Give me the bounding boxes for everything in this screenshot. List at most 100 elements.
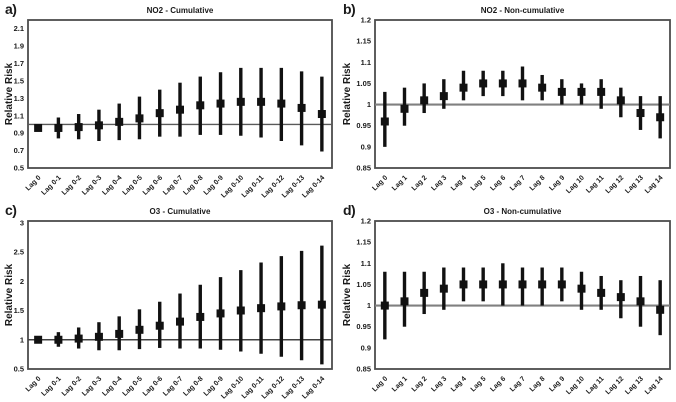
x-tick-label: Lag 2 [411, 375, 429, 393]
data-point-marker [216, 99, 225, 108]
x-tick-label: Lag 0-4 [101, 375, 123, 397]
x-tick-label: Lag 0-4 [101, 174, 123, 196]
panel-letter: c) [5, 202, 17, 218]
x-tick-label: Lag 14 [644, 174, 665, 195]
x-tick-label: Lag 3 [430, 174, 448, 192]
x-tick-label: Lag 0-3 [81, 174, 103, 196]
data-point-marker [636, 297, 645, 306]
data-point-marker [34, 123, 43, 132]
y-tick-label: 1.1 [361, 58, 371, 67]
chart-title: NO2 - Non-cumulative [480, 6, 565, 15]
data-point-marker [420, 288, 429, 297]
data-point-marker [380, 301, 389, 310]
data-point-marker [115, 329, 124, 338]
y-tick-label: 1 [367, 100, 371, 109]
data-point-marker [317, 300, 326, 309]
data-point-marker [400, 104, 409, 113]
data-point-marker [176, 317, 184, 326]
y-tick-label: 1.2 [361, 16, 371, 25]
x-tick-label: Lag 0-14 [301, 174, 326, 199]
x-tick-label: Lag 13 [624, 375, 645, 396]
x-tick-label: Lag 0 [25, 375, 43, 393]
data-point-marker [479, 79, 488, 88]
x-tick-label: Lag 0-8 [182, 174, 204, 196]
data-point-marker [380, 117, 389, 126]
x-tick-label: Lag 0 [371, 375, 389, 393]
data-point-marker [277, 302, 286, 311]
data-point-marker [155, 321, 164, 330]
x-tick-label: Lag 10 [565, 174, 586, 195]
x-tick-label: Lag 3 [430, 375, 448, 393]
y-axis-label: Relative Risk [4, 263, 15, 327]
chart-title: O3 - Non-cumulative [483, 207, 562, 216]
x-tick-label: Lag 0-6 [142, 174, 164, 196]
panel-no2-cumulative: a) NO2 - Cumulative Relative Risk 2.1 1.9… [0, 0, 338, 201]
x-tick-label: Lag 0 [25, 174, 43, 192]
data-point-marker [538, 83, 547, 92]
x-tick-label: Lag 0-7 [162, 375, 184, 397]
plot-frame [374, 220, 671, 370]
x-tick-label: Lag 0-8 [182, 375, 204, 397]
data-point-marker [74, 123, 83, 132]
data-point-marker [155, 109, 164, 118]
data-point-marker [420, 96, 429, 105]
data-point-marker [597, 87, 606, 96]
data-point-marker [616, 96, 625, 105]
y-tick-label: 0.9 [14, 129, 24, 138]
data-point-marker [135, 325, 144, 334]
y-tick-label: 0.95 [356, 322, 371, 331]
y-tick-label: 1.9 [14, 42, 24, 51]
data-point-marker [498, 79, 507, 88]
y-tick-label: 1.1 [14, 111, 24, 120]
data-point-marker [459, 280, 468, 289]
data-point-marker [297, 301, 306, 310]
data-point-marker [557, 87, 566, 96]
x-tick-label: Lag 5 [470, 375, 488, 393]
data-point-marker [597, 288, 606, 297]
y-tick-label: 0.7 [14, 146, 24, 155]
data-point-marker [277, 99, 286, 108]
plot-frame [374, 19, 671, 169]
data-point-marker [439, 284, 448, 293]
data-point-marker [34, 335, 43, 344]
y-tick-label: 1 [20, 335, 24, 344]
x-tick-label: Lag 1 [391, 375, 409, 393]
y-tick-label: 0.85 [356, 365, 371, 374]
x-tick-label: Lag 0-14 [301, 375, 326, 400]
data-point-marker [538, 280, 547, 289]
data-point-marker [636, 109, 645, 118]
y-tick-label: 1.15 [356, 238, 371, 247]
y-tick-label: 3 [20, 218, 24, 227]
data-point-marker [577, 284, 586, 293]
x-tick-label: Lag 0-7 [162, 174, 184, 196]
x-tick-label: Lag 0-1 [41, 375, 63, 397]
data-point-marker [257, 97, 266, 106]
data-point-marker [656, 113, 665, 122]
data-point-marker [479, 280, 488, 289]
data-point-marker [518, 79, 527, 88]
x-tick-label: Lag 8 [529, 375, 547, 393]
x-tick-label: Lag 11 [585, 174, 605, 194]
panel-letter: d) [343, 202, 356, 218]
x-tick-label: Lag 10 [565, 375, 586, 396]
x-tick-label: Lag 4 [450, 375, 468, 393]
y-tick-label: 1 [367, 301, 371, 310]
x-tick-label: Lag 0-2 [61, 174, 83, 196]
data-point-marker [196, 101, 205, 110]
chart-title: NO2 - Cumulative [146, 6, 214, 15]
y-axis-label: Relative Risk [342, 62, 353, 126]
data-point-marker [115, 117, 124, 126]
data-point-marker [135, 114, 144, 123]
y-tick-label: 0.5 [14, 365, 24, 374]
panel-letter: b) [343, 1, 356, 17]
x-tick-label: Lag 8 [529, 174, 547, 192]
x-tick-label: Lag 11 [585, 375, 605, 395]
y-tick-label: 2.1 [14, 24, 24, 33]
chart-title: O3 - Cumulative [149, 207, 211, 216]
y-tick-label: 2.5 [14, 248, 24, 257]
y-tick-label: 1.15 [356, 37, 371, 46]
data-point-marker [518, 280, 527, 289]
